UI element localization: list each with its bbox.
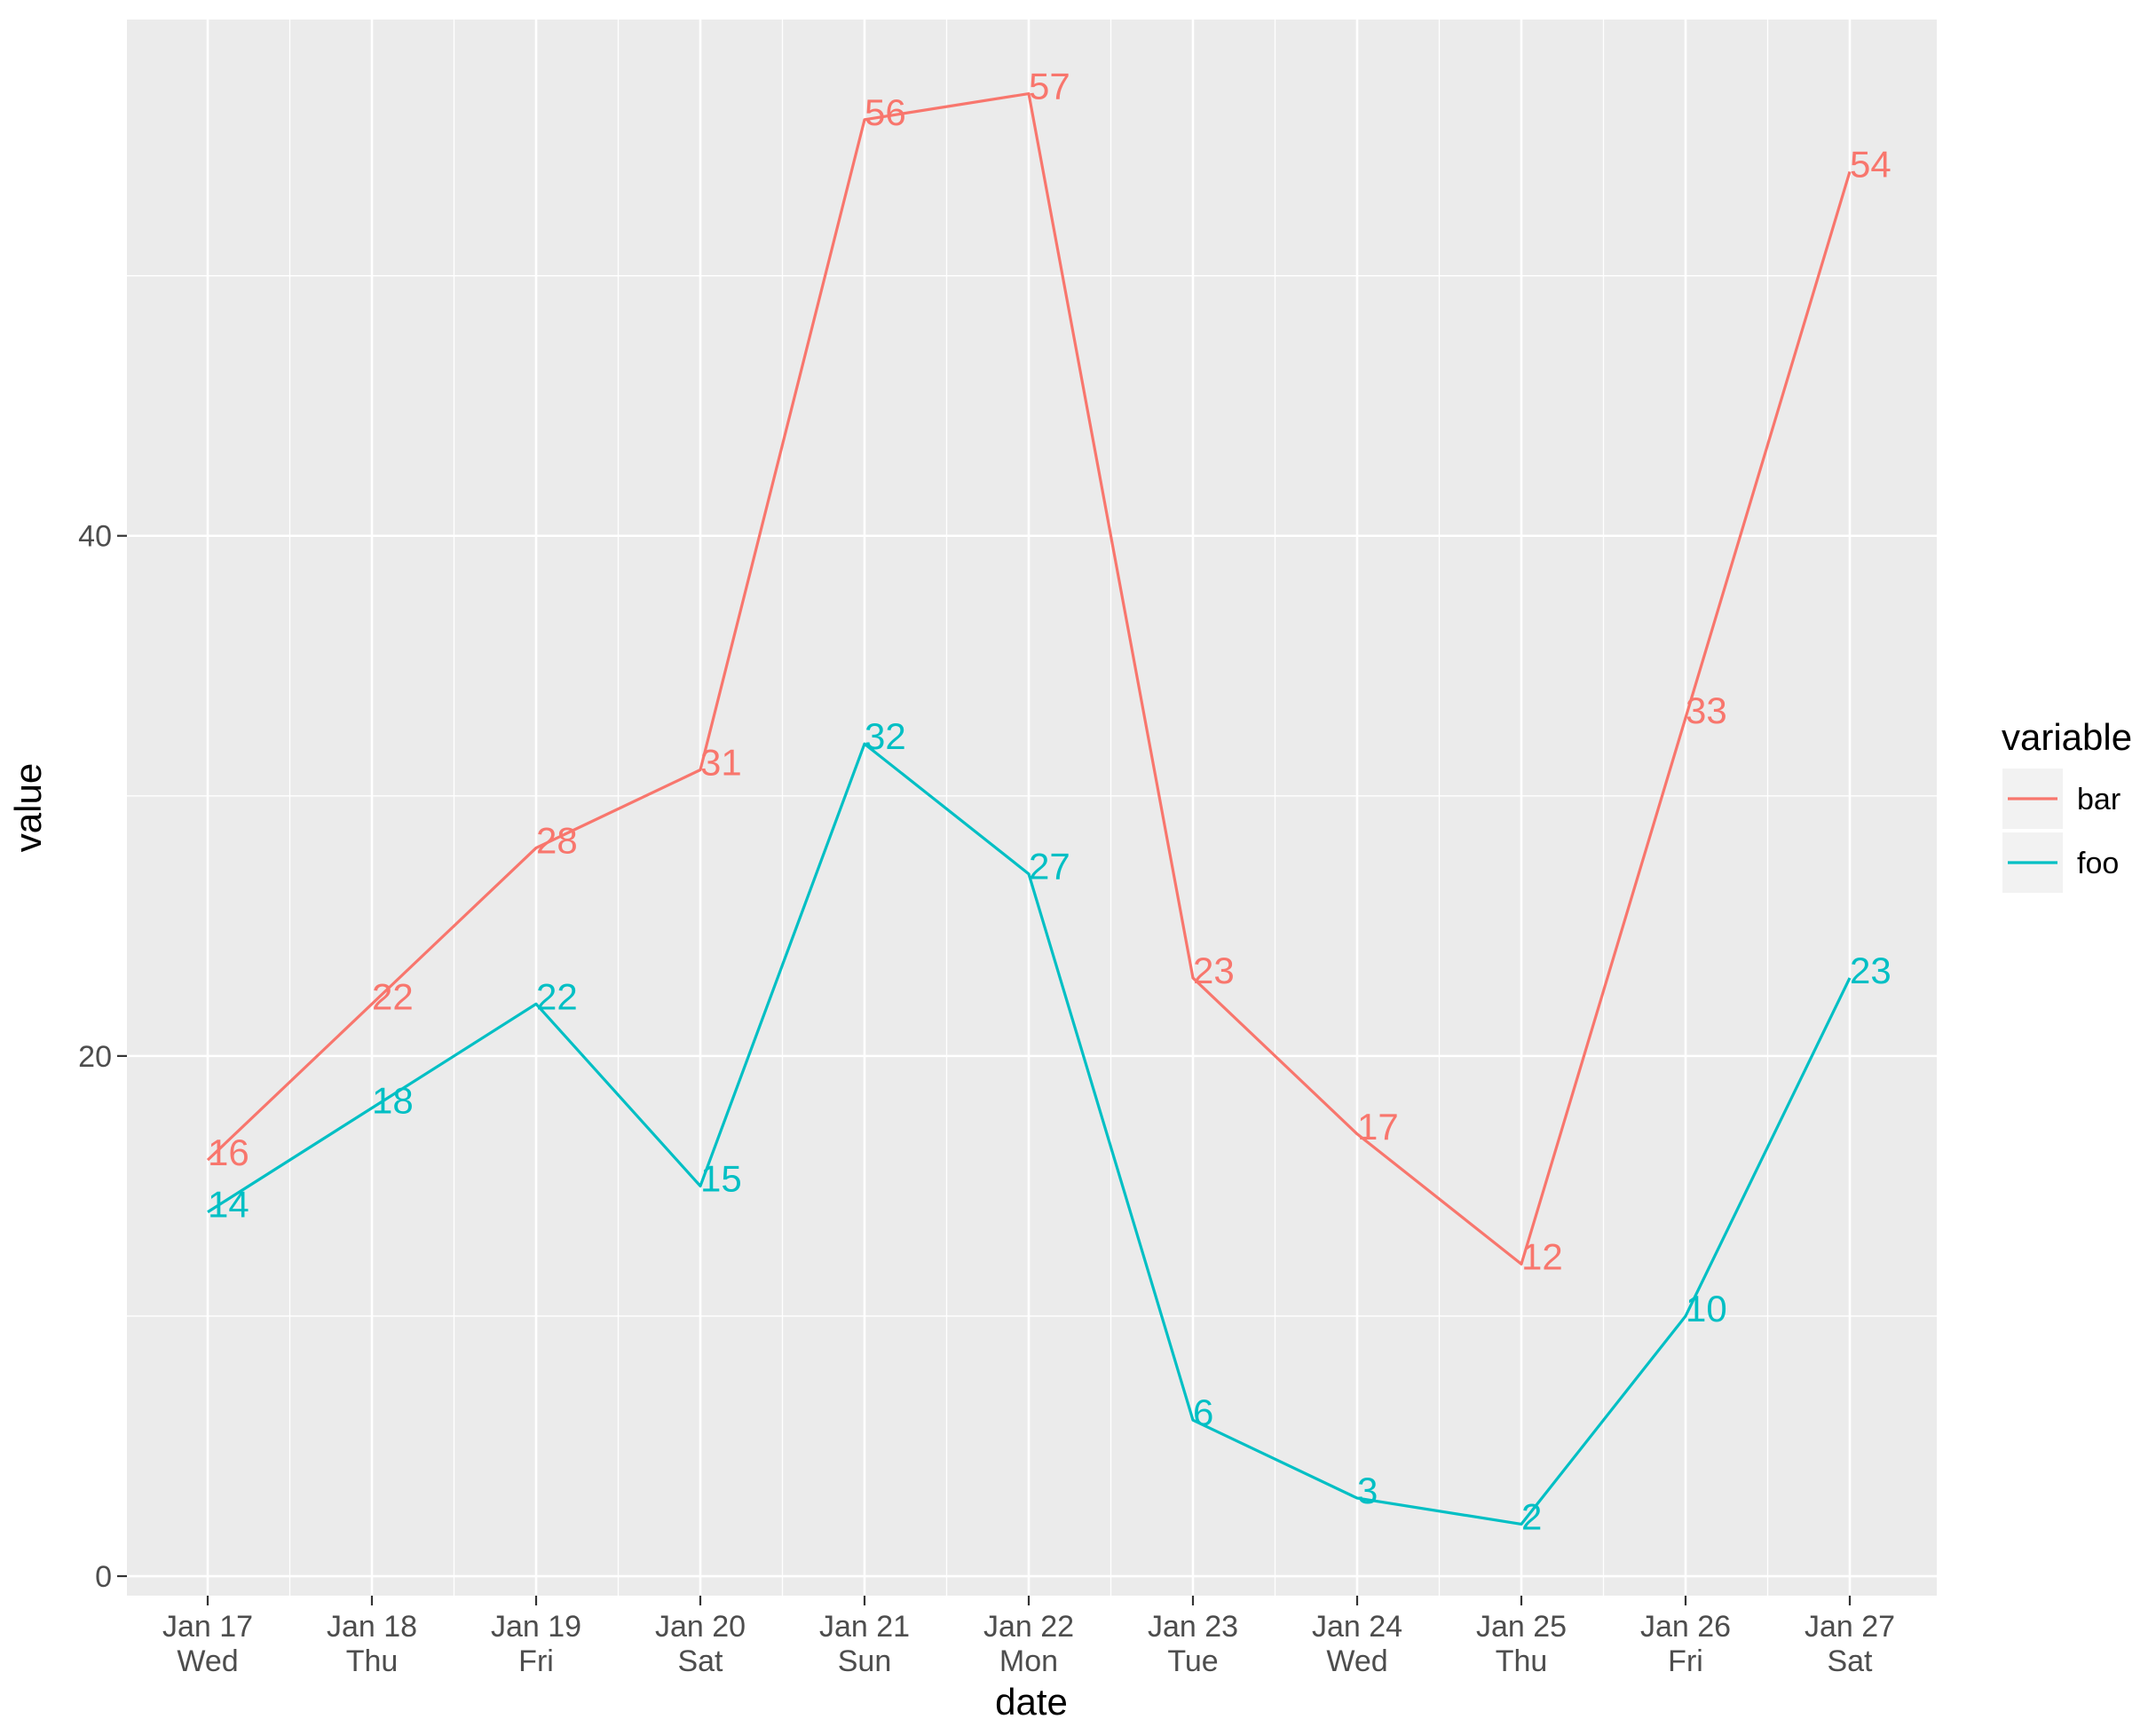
data-labels: 1622283156572317123354141822153227632102… bbox=[208, 66, 1891, 1538]
series-line-bar bbox=[206, 91, 1852, 1266]
x-axis-title: date bbox=[995, 1681, 1068, 1723]
x-tick-label-date: Jan 17 bbox=[162, 1610, 253, 1644]
x-tick-label-weekday: Thu bbox=[1496, 1644, 1548, 1678]
data-label-foo: 18 bbox=[372, 1079, 414, 1121]
y-axis-title: value bbox=[7, 763, 49, 852]
data-label-bar: 22 bbox=[372, 975, 414, 1017]
data-label-foo: 15 bbox=[700, 1157, 742, 1199]
data-label-foo: 6 bbox=[1193, 1392, 1213, 1433]
y-axis: 0 20 40 bbox=[78, 520, 127, 1594]
legend-items: bar foo bbox=[2001, 767, 2120, 895]
y-tick-label: 20 bbox=[78, 1040, 112, 1074]
x-tick-label-date: Jan 18 bbox=[327, 1610, 417, 1644]
x-tick-label-date: Jan 22 bbox=[983, 1610, 1074, 1644]
data-label-foo: 22 bbox=[536, 975, 578, 1017]
x-tick-label-date: Jan 26 bbox=[1640, 1610, 1731, 1644]
x-tick-label-date: Jan 23 bbox=[1148, 1610, 1238, 1644]
data-label-bar: 57 bbox=[1029, 66, 1070, 107]
data-label-foo: 10 bbox=[1686, 1288, 1727, 1329]
x-tick-label-weekday: Wed bbox=[1326, 1644, 1387, 1678]
data-label-bar: 17 bbox=[1357, 1106, 1399, 1147]
data-label-bar: 23 bbox=[1193, 950, 1235, 991]
x-tick-label-date: Jan 21 bbox=[819, 1610, 910, 1644]
data-label-bar: 28 bbox=[536, 819, 578, 861]
x-tick-label-weekday: Fri bbox=[1668, 1644, 1703, 1678]
legend: variable bar foo bbox=[2001, 716, 2132, 895]
data-label-foo: 23 bbox=[1850, 950, 1891, 991]
y-tick-label: 40 bbox=[78, 520, 112, 554]
x-tick-label-weekday: Wed bbox=[177, 1644, 238, 1678]
legend-label-bar: bar bbox=[2077, 783, 2120, 816]
data-label-foo: 3 bbox=[1357, 1470, 1378, 1511]
x-tick-label-weekday: Sun bbox=[838, 1644, 892, 1678]
data-label-foo: 2 bbox=[1521, 1495, 1542, 1537]
data-label-bar: 33 bbox=[1686, 690, 1727, 731]
data-label-bar: 16 bbox=[208, 1132, 249, 1173]
y-tick-label: 0 bbox=[95, 1560, 112, 1594]
major-gridlines bbox=[127, 20, 1937, 1596]
x-tick-label-weekday: Mon bbox=[999, 1644, 1058, 1678]
x-tick-label-date: Jan 19 bbox=[491, 1610, 581, 1644]
x-tick-label-weekday: Thu bbox=[346, 1644, 399, 1678]
x-tick-label-date: Jan 25 bbox=[1476, 1610, 1567, 1644]
data-label-bar: 54 bbox=[1850, 143, 1891, 185]
series-line-foo bbox=[207, 742, 1852, 1526]
x-tick-label-weekday: Fri bbox=[518, 1644, 554, 1678]
plot-panel bbox=[127, 20, 1937, 1596]
x-tick-label-weekday: Sat bbox=[677, 1644, 723, 1678]
x-tick-label-date: Jan 24 bbox=[1312, 1610, 1402, 1644]
series-lines bbox=[206, 91, 1852, 1526]
data-label-foo: 32 bbox=[865, 715, 906, 757]
x-tick-label-weekday: Sat bbox=[1827, 1644, 1873, 1678]
legend-title: variable bbox=[2002, 716, 2132, 758]
data-label-foo: 14 bbox=[208, 1184, 249, 1226]
data-label-foo: 27 bbox=[1029, 846, 1070, 887]
x-tick-label-date: Jan 20 bbox=[655, 1610, 746, 1644]
x-tick-label-weekday: Tue bbox=[1167, 1644, 1218, 1678]
data-label-bar: 56 bbox=[865, 91, 906, 133]
x-tick-label-date: Jan 27 bbox=[1805, 1610, 1895, 1644]
legend-label-foo: foo bbox=[2077, 847, 2119, 880]
data-label-bar: 31 bbox=[700, 742, 742, 784]
data-label-bar: 12 bbox=[1521, 1235, 1563, 1277]
